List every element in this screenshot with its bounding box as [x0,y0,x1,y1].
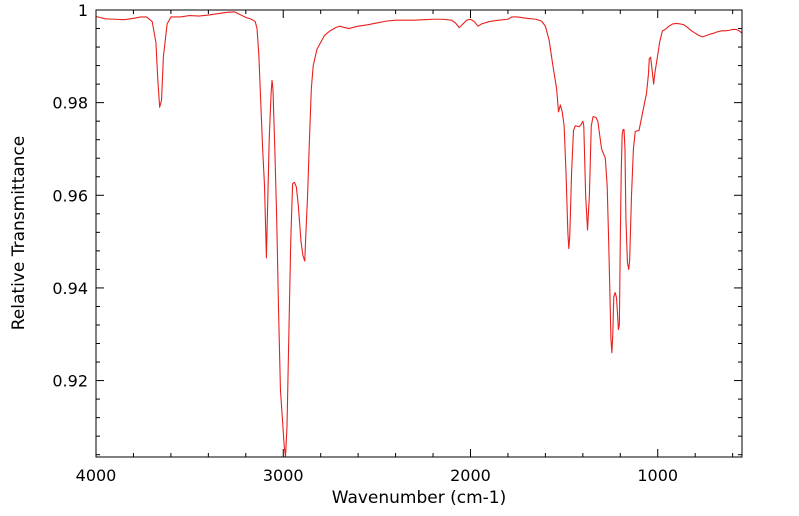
x-tick-label: 3000 [263,466,304,485]
x-tick-label: 2000 [450,466,491,485]
y-tick-label: 0.98 [52,94,88,113]
series-layer [95,11,743,458]
plot-frame [95,9,743,458]
y-tick-label: 0.96 [52,186,88,205]
x-tick-label: 1000 [637,466,678,485]
y-tick-label: 0.92 [52,372,88,391]
plot-background [96,10,742,457]
y-axis-label: Relative Transmittance [9,136,29,331]
x-tick-labels: 4000 3000 2000 1000 [76,466,678,485]
x-tick-label: 4000 [76,466,117,485]
x-axis-label: Wavenumber (cm-1) [332,488,507,508]
spectrum-line [95,11,743,458]
y-tick-labels: 0.92 0.94 0.96 0.98 1 [52,1,88,391]
y-tick-label: 0.94 [52,279,88,298]
y-tick-label: 1 [78,1,88,20]
minor-ticks [96,10,742,457]
